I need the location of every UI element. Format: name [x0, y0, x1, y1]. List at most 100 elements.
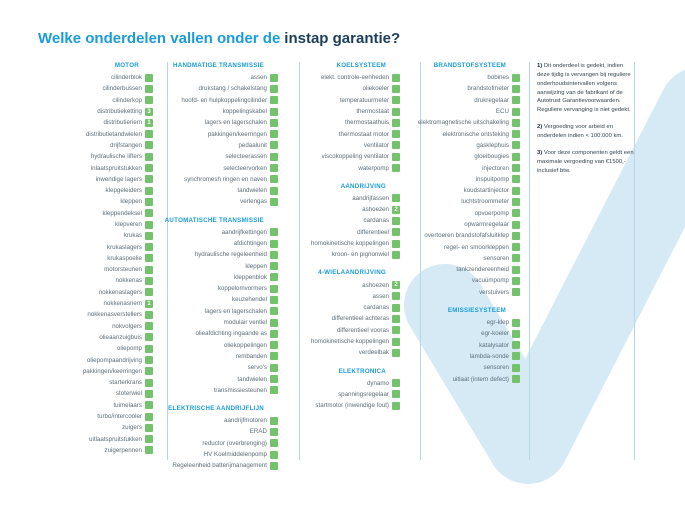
part-row: pedaalunit: [158, 140, 278, 151]
part-row: uitlaatspruitstukken: [30, 434, 153, 445]
covered-marker: [512, 73, 520, 82]
covered-marker: [512, 352, 520, 361]
part-row: ventilator: [288, 140, 400, 151]
part-row: luchtstroommeter: [410, 196, 520, 207]
part-label: cardanas: [363, 217, 389, 225]
covered-marker: [270, 197, 278, 206]
part-row: hoofd- en hulpkoppelingcilinder: [158, 95, 278, 106]
part-row: differentieel vooras: [288, 325, 400, 336]
part-row: nokkenasverstellers: [30, 309, 153, 320]
part-row: temperatuurmeter: [288, 95, 400, 106]
part-row: cilinderkop: [30, 95, 153, 106]
part-label: aandrijfmotoren: [224, 417, 267, 425]
covered-marker: [145, 367, 153, 376]
part-label: ECU: [495, 108, 509, 116]
part-row: oliekoppelingen: [158, 340, 278, 351]
part-label: koudstartinjector: [463, 187, 509, 195]
part-label: sensoren: [483, 254, 509, 262]
part-row: selecteerassen: [158, 151, 278, 162]
part-row: starterkrans: [30, 377, 153, 388]
part-row: ashoezen 2: [288, 204, 400, 215]
part-row: verstuivers: [410, 287, 520, 298]
part-label: nokkenas: [115, 277, 143, 285]
parts-section: 4-WIELAANDRIJVING ashoezen 2 assen cardanas d…: [288, 269, 400, 358]
part-label: cilinderkop: [112, 96, 142, 104]
part-label: uitlaatspruitstukken: [89, 435, 142, 443]
part-row: nokkenas: [30, 275, 153, 286]
part-label: krukaspoelie: [107, 254, 142, 262]
part-label: uitlaat (intern defect): [452, 375, 509, 383]
covered-marker: [270, 250, 278, 259]
part-label: servo's: [247, 364, 267, 372]
part-row: startmotor (inwendige fout): [288, 400, 400, 411]
parts-column-brandstof-emissie: BRANDSTOFSYSTEEM bobines brandstofmeter dru…: [410, 62, 520, 394]
part-row: modulair ventiel: [158, 317, 278, 328]
covered-marker: [270, 427, 278, 436]
part-row: rembanden: [158, 351, 278, 362]
covered-marker: [145, 356, 153, 365]
part-row: spanningsregelaar: [288, 389, 400, 400]
covered-marker: [270, 375, 278, 384]
part-row: injectoren: [410, 162, 520, 173]
part-label: gasklephuis: [476, 141, 509, 149]
part-row: elektromagnetische uitschakeling: [410, 117, 520, 128]
part-row: hydraulische regeleenheid: [158, 249, 278, 260]
part-row: kleppen: [158, 260, 278, 271]
covered-marker: [512, 375, 520, 384]
footnote-number: 1): [537, 63, 544, 69]
covered-marker: [512, 363, 520, 372]
part-label: hoofd- en hulpkoppelingcilinder: [181, 96, 267, 104]
covered-marker: [392, 250, 400, 259]
part-label: reductor (overbrenging): [202, 439, 267, 447]
covered-marker: [145, 231, 153, 240]
column-divider: [167, 62, 168, 460]
part-label: waterpomp: [358, 164, 389, 172]
part-label: ERAD: [249, 428, 267, 436]
part-label: synchromesh ringen en naven: [184, 175, 267, 183]
part-label: verdeelbak: [358, 349, 389, 357]
footnotes-column: 1) Dit onderdeel is gedekt, indien deze …: [537, 62, 634, 183]
covered-marker: [512, 84, 520, 93]
page-title-prefix: Welke onderdelen vallen onder de: [38, 30, 281, 47]
part-row: koppelomvormers: [158, 283, 278, 294]
covered-marker: [145, 73, 153, 82]
part-label: spanningsregelaar: [338, 390, 389, 398]
covered-marker: [270, 118, 278, 127]
part-row: zuigerpennen: [30, 445, 153, 456]
part-row: koudstartinjector: [410, 185, 520, 196]
column-divider: [299, 62, 300, 460]
part-row: krukas: [30, 230, 153, 241]
part-label: tuimelaars: [113, 401, 142, 409]
part-row: zuigers: [30, 422, 153, 433]
part-label: keuzehendel: [231, 296, 267, 304]
part-row: oliepompaandrijving: [30, 354, 153, 365]
section-title: ELEKTRISCHE AANDRIJFLIJN: [168, 405, 264, 413]
part-label: inwendige lagers: [95, 175, 142, 183]
covered-marker: [392, 379, 400, 388]
part-row: hydraulische lifters: [30, 151, 153, 162]
part-row: brandstofmeter: [410, 83, 520, 94]
part-row: vacuümpomp: [410, 275, 520, 286]
covered-marker: [392, 348, 400, 357]
part-row: olieafdichting ingaande as: [158, 328, 278, 339]
part-label: distributietandwielen: [85, 130, 142, 138]
covered-marker-footnote: 2: [392, 281, 400, 290]
part-label: olieafdichting ingaande as: [195, 330, 267, 338]
part-label: assen: [372, 292, 389, 300]
covered-marker: [392, 141, 400, 150]
covered-marker-footnote: 1: [145, 299, 153, 308]
covered-marker: [145, 389, 153, 398]
part-row: stoterwiel: [30, 388, 153, 399]
part-row: motorsteunen: [30, 264, 153, 275]
parts-section: AUTOMATISCHE TRANSMISSIE aandrijfkettinge…: [158, 217, 278, 396]
covered-marker: [270, 352, 278, 361]
part-label: klepgeleiders: [105, 187, 142, 195]
part-row: reductor (overbrenging): [158, 438, 278, 449]
part-label: thermostaathuis: [344, 119, 389, 127]
covered-marker: [145, 412, 153, 421]
part-label: pakkingen/keerringen: [82, 367, 142, 375]
parts-section: MOTOR cilinderblok cilinderbussen cilinderk…: [30, 62, 153, 456]
part-row: elektronische ontsteking: [410, 128, 520, 139]
part-label: oliekoppelingen: [223, 341, 267, 349]
part-label: selecteerassen: [225, 153, 267, 161]
